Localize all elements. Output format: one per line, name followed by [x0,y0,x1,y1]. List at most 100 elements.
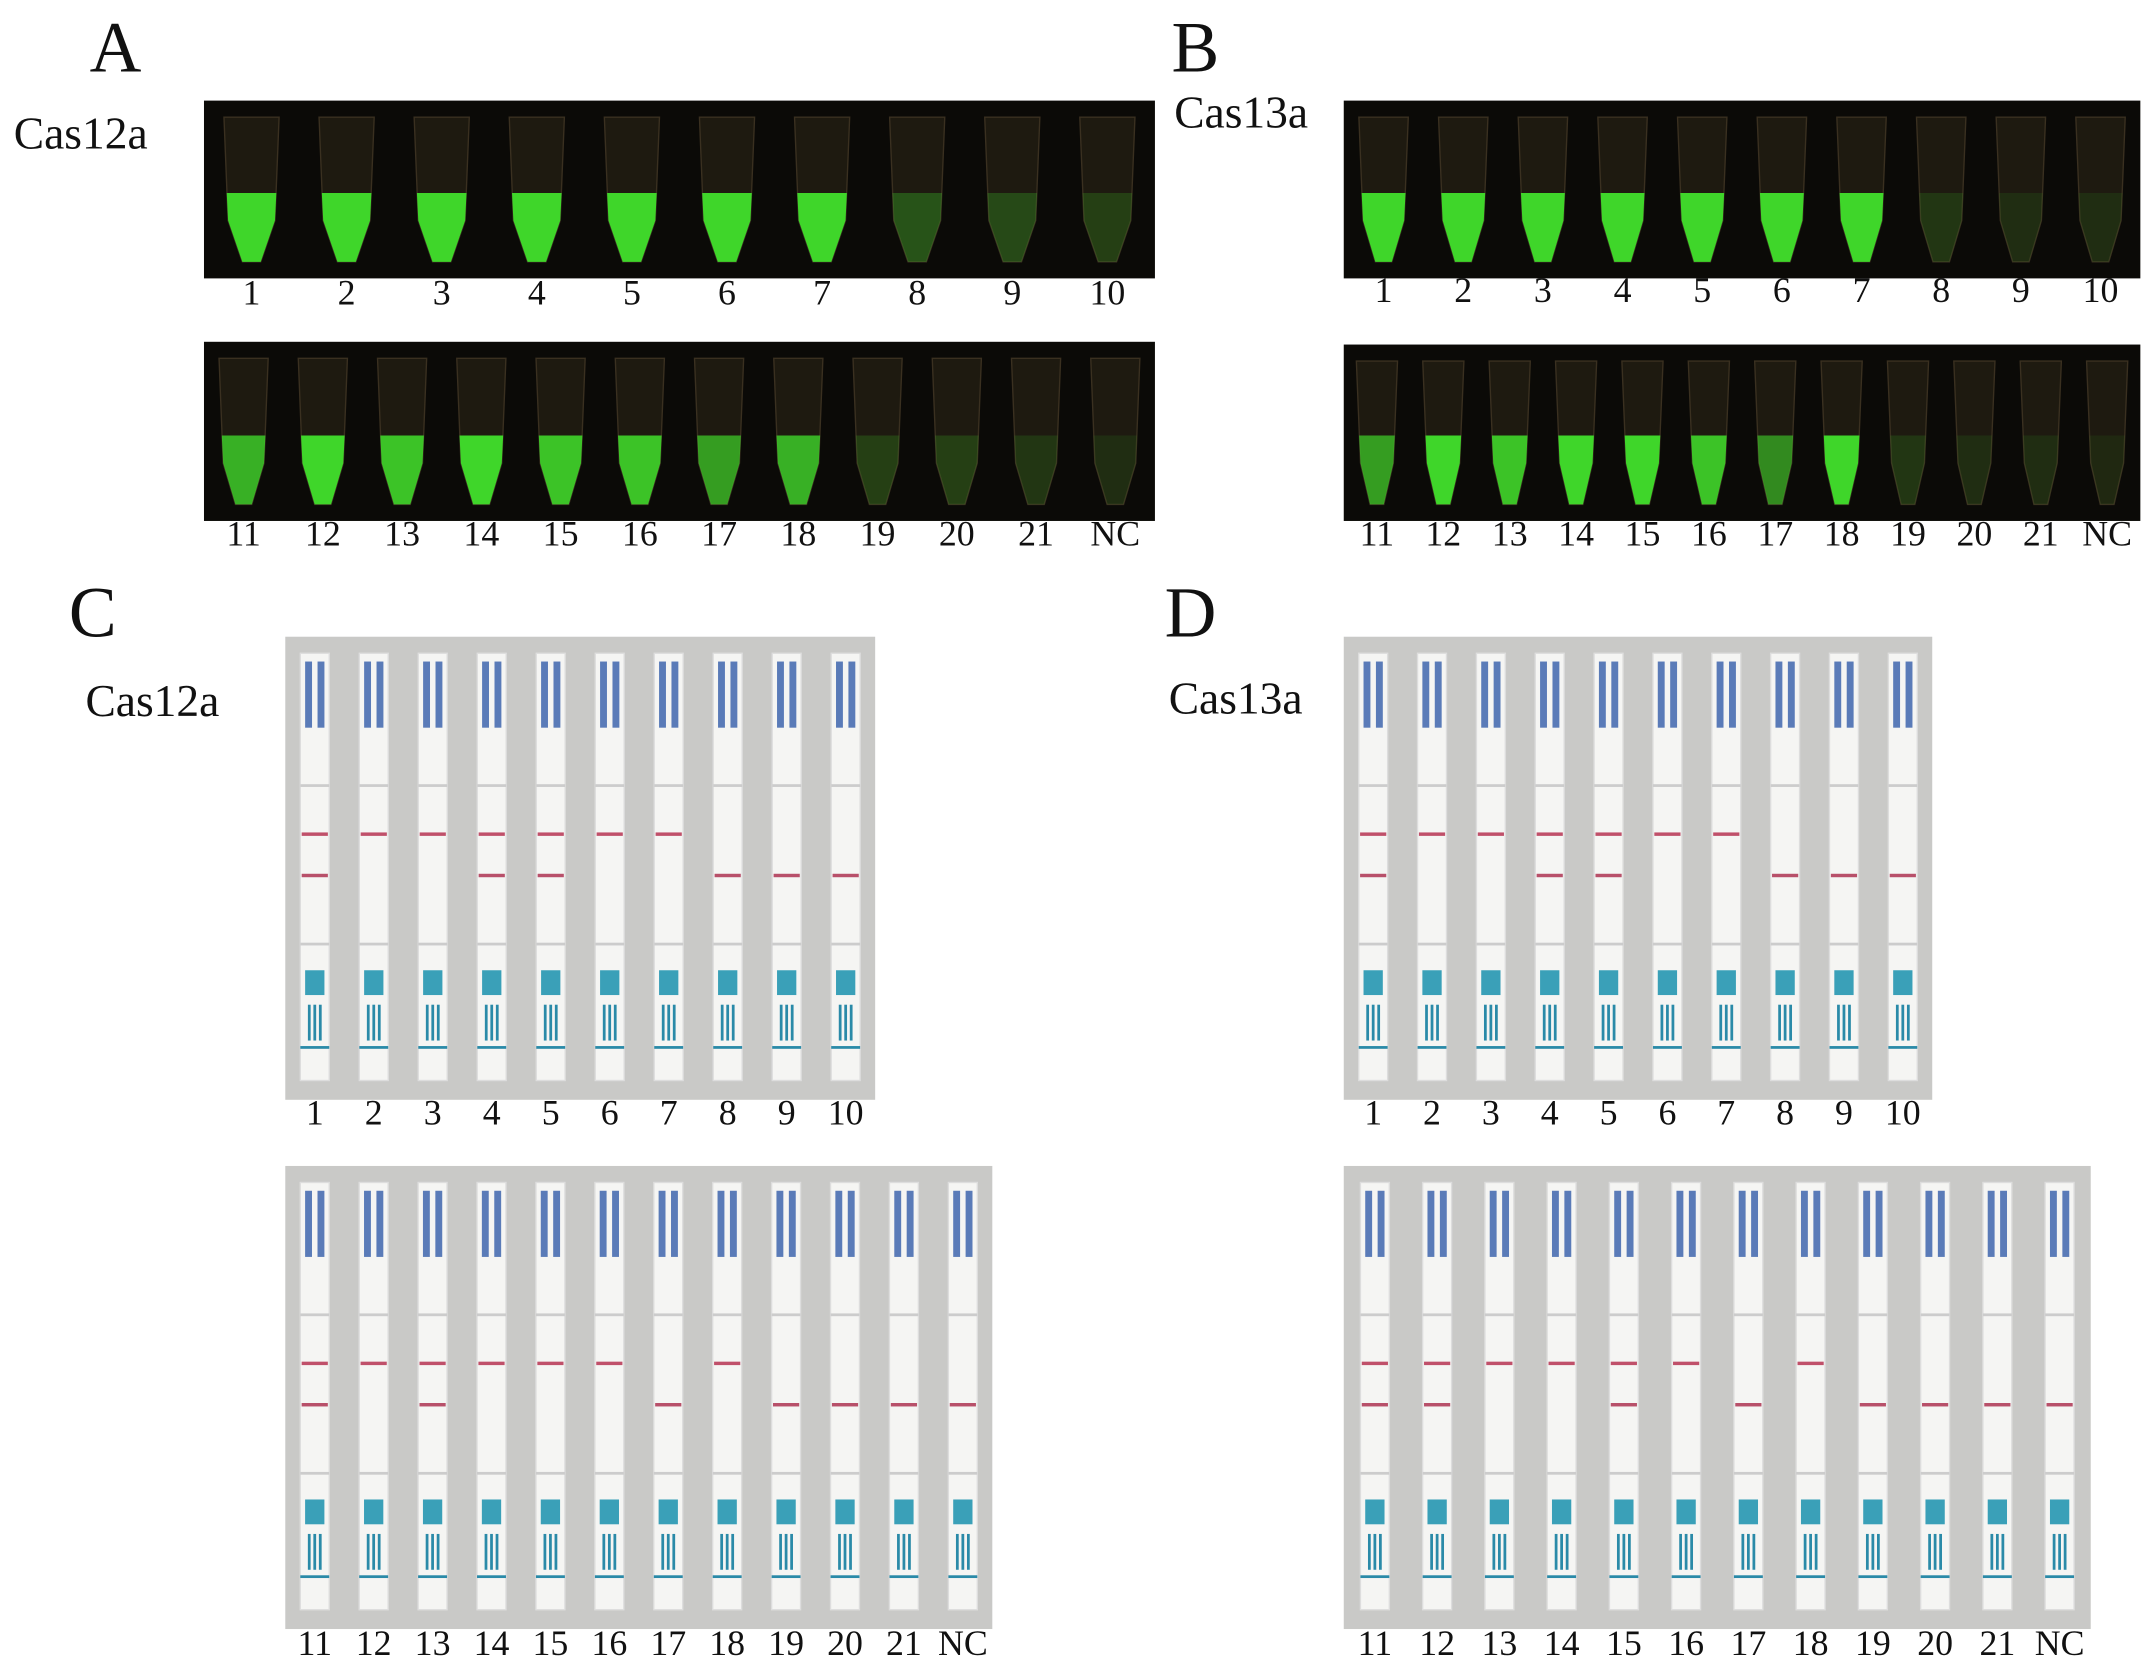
strip-arrows [1842,1004,1846,1041]
strip-pad [1671,1471,1701,1475]
strip-logo [481,1190,489,1257]
tube [1953,360,1996,506]
strip-mark [305,970,325,996]
strip-line [1982,1575,2012,1579]
sample-label: 20 [1917,1623,1953,1663]
strip-mark [1614,1499,1634,1525]
strip-logo [599,1190,607,1257]
strip-logo [1716,661,1724,728]
strip-logo [1751,1190,1759,1257]
strip-arrows [1778,1004,1781,1041]
strip-pad [948,1313,978,1317]
tube-liquid [618,435,662,505]
strip-arrows [1730,1004,1734,1041]
sample-label: 3 [1534,270,1552,310]
strip-pad [1888,784,1918,787]
tube-liquid [1082,192,1133,262]
strip-pad [1652,784,1682,787]
strip-logo [789,661,797,728]
tube-liquid [321,192,372,262]
strip-arrows [961,1533,965,1570]
strip-pad [594,1313,624,1317]
strip-arrows [1939,1533,1943,1570]
strip-arrows [1848,1004,1851,1041]
test-line [655,832,682,836]
test-line [537,1361,564,1366]
sample-label: 6 [1658,1093,1676,1133]
strip-pad [535,1313,565,1317]
strip-arrows [1435,1533,1439,1570]
strip-pad [653,1471,683,1475]
sample-label: NC [1090,514,1140,554]
test-line [1418,832,1446,836]
strip-mark [364,1499,384,1525]
strip-logo [435,661,443,728]
strip-arrows [955,1533,959,1570]
sample-label: 4 [1541,1093,1559,1133]
strip-arrows [613,1533,617,1570]
sample-label: 8 [1932,270,1950,310]
strip-pad [595,784,625,787]
test-line [1654,832,1681,836]
strip-mark [1551,1499,1572,1525]
strip-line [1476,1046,1506,1049]
tube-liquid [1680,192,1725,262]
tube-liquid [1823,435,1860,505]
sample-label: 21 [1018,514,1054,554]
tube-liquid [1425,435,1462,505]
tube-liquid [459,435,504,505]
test-line [1673,1361,1700,1366]
control-line [655,1403,682,1407]
strip-mark [423,970,443,996]
strip-logo [494,1190,502,1257]
strip-logo [847,1190,855,1257]
strip-arrows [495,1533,499,1570]
strip-arrows [1379,1533,1382,1570]
strip-arrows [672,1533,676,1570]
strip-logo [1427,1190,1435,1257]
control-line [301,1403,328,1407]
strip-photo [285,1165,993,1630]
strip-pad [1535,942,1565,946]
test-line [301,1361,328,1366]
sample-label: 12 [1425,514,1461,554]
strip-pad [300,942,330,946]
sample-label: 6 [1773,270,1791,310]
strip-logo [376,661,384,728]
tube-liquid [512,192,562,262]
sample-label: 13 [384,514,420,554]
strip-logo [848,661,856,728]
strip-logo [376,1190,384,1257]
sample-label: 12 [1419,1623,1455,1663]
strip-arrows [490,1004,494,1041]
strip-logo [730,661,738,728]
strip-arrows [1542,1004,1546,1041]
strip-pad [1888,942,1918,946]
strip-logo [364,661,372,728]
strip-arrows [1724,1004,1728,1041]
strip-arrows [431,1533,434,1570]
sample-label: 4 [1614,270,1632,310]
strip-mark [305,1499,325,1525]
sample-label: 13 [1481,1623,1517,1663]
test-line [714,1361,741,1366]
sample-label: 12 [356,1623,392,1663]
strip-line [359,1575,389,1579]
tube-liquid [1998,192,2043,262]
tube-liquid [776,435,821,505]
strip-mark [1800,1499,1821,1525]
strip-logo [671,661,679,728]
strip-pad [712,1313,742,1317]
control-line [1889,873,1916,878]
strip-logo [435,1190,443,1257]
strip-pad [889,1313,919,1317]
strip-pad [359,942,389,946]
strip-arrows [1628,1533,1631,1570]
strip-logo [1551,1190,1559,1257]
control-line [1595,873,1622,878]
tube [931,357,983,506]
strip-pad [771,1471,801,1475]
strip-pad [1484,1471,1514,1475]
tube [984,116,1041,263]
strip-logo [422,1190,430,1257]
